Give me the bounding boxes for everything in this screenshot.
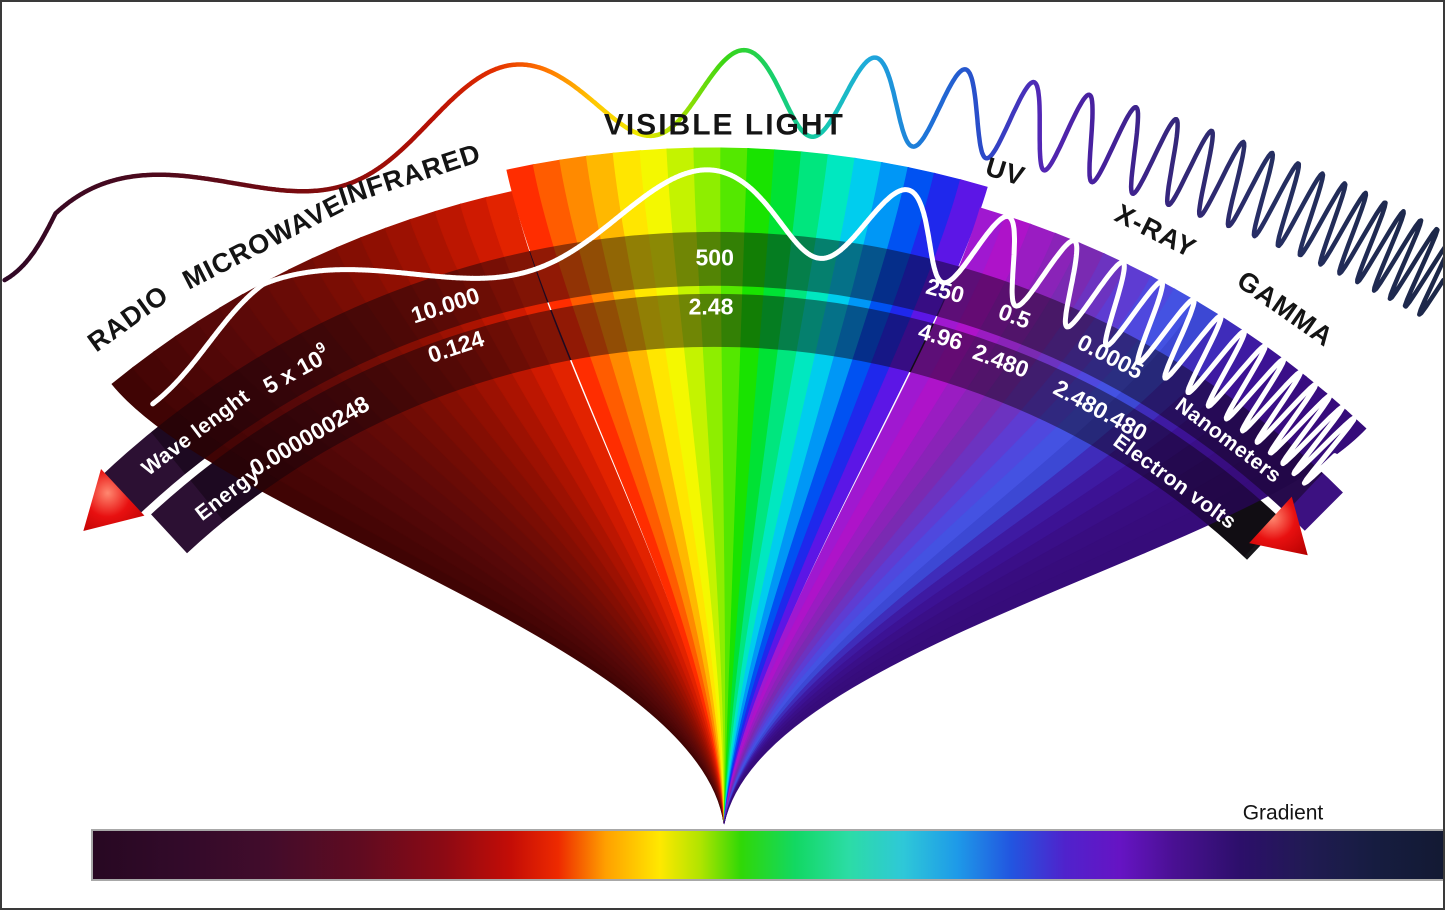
label-visible-light: VISIBLE LIGHT — [604, 109, 845, 142]
gradient-bar — [91, 829, 1443, 881]
label-uv: UV — [982, 151, 1029, 191]
top-spectrum-wave — [2, 47, 1443, 317]
wavelength-value-visible: 500 — [696, 244, 734, 270]
fan-frequency-wave — [150, 167, 1357, 486]
wavelength-arrow-icon — [83, 469, 145, 531]
energy-arrow-icon — [1249, 496, 1308, 556]
fan-stripe — [485, 190, 725, 825]
fan-stripe — [723, 409, 1367, 825]
energy-band-overlay — [190, 293, 1281, 557]
label-xray: X-RAY — [1110, 198, 1201, 263]
fan-stripe — [723, 179, 988, 825]
energy-value-visible: 2.48 — [689, 293, 734, 319]
gradient-bar-label: Gradient — [1243, 802, 1324, 825]
label-radio: RADIO — [82, 279, 174, 357]
label-infrared: INFRARED — [335, 138, 485, 212]
wavelength-band-overlay — [151, 231, 1323, 513]
